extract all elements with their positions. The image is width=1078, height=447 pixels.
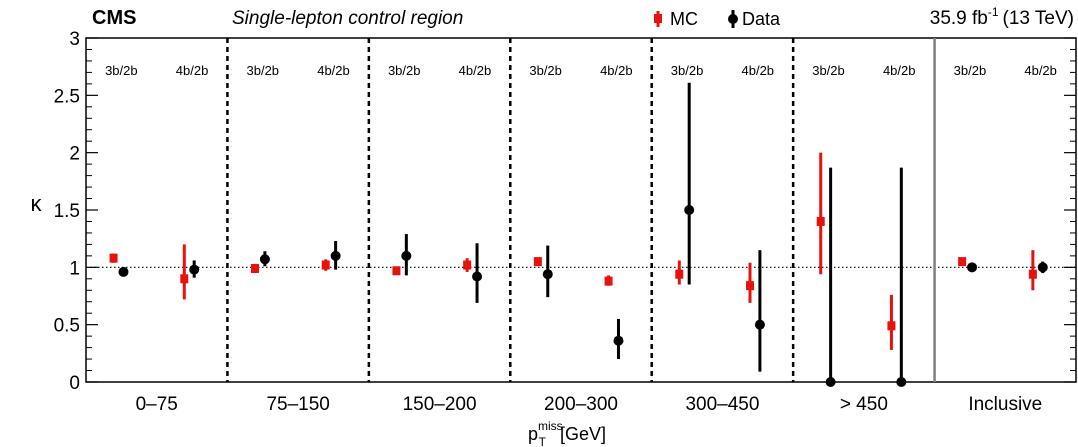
data-marker (401, 250, 412, 261)
x-category-label: 0–75 (136, 394, 178, 415)
legend-data-label: Data (742, 9, 781, 29)
data-marker (118, 266, 129, 277)
subcategory-label: 3b/2b (105, 63, 138, 78)
legend-mc-label: MC (670, 9, 698, 29)
subcategory-label: 3b/2b (671, 63, 704, 78)
lumi-value: 35.9 fb (930, 8, 988, 29)
data-marker (259, 254, 270, 265)
subcategory-label: 3b/2b (388, 63, 421, 78)
data-marker (1037, 262, 1048, 273)
region-label: Single-lepton control region (232, 8, 463, 29)
experiment-label: CMS (92, 7, 136, 29)
data-marker (189, 264, 200, 275)
legend: MC Data (654, 9, 781, 29)
mc-marker (109, 253, 118, 263)
y-tick-label: 0.5 (54, 316, 80, 337)
x-category-label: Inclusive (968, 394, 1042, 415)
mc-marker (1028, 269, 1037, 279)
subcategory-label: 4b/2b (742, 63, 775, 78)
mc-marker (392, 266, 401, 276)
mc-marker (816, 216, 825, 226)
subcategory-label: 3b/2b (247, 63, 280, 78)
y-axis-title: κ (31, 191, 43, 216)
subcategory-label: 4b/2b (176, 63, 209, 78)
y-tick-label: 1 (69, 258, 80, 279)
mc-marker (958, 257, 967, 267)
mc-marker (887, 321, 896, 331)
y-tick-label: 1.5 (54, 201, 80, 222)
x-axis-title-sup: miss (538, 419, 563, 433)
subcategory-label: 3b/2b (954, 63, 987, 78)
x-axis-title-unit: [GeV] (560, 424, 606, 444)
lumi-label: 35.9 fb-1 (13 TeV) (930, 5, 1074, 29)
x-category-label: 150–200 (403, 394, 477, 415)
mc-marker (180, 274, 189, 284)
x-category-label: > 450 (840, 394, 888, 415)
subcategory-label: 4b/2b (1024, 63, 1057, 78)
x-axis-title-base: p (528, 424, 538, 444)
mc-marker (746, 281, 755, 291)
subcategory-label: 3b/2b (529, 63, 562, 78)
y-tick-label: 0 (69, 373, 80, 394)
mc-marker (321, 260, 330, 270)
data-marker (825, 377, 836, 387)
subcategory-label: 3b/2b (812, 63, 845, 78)
data-marker (472, 271, 483, 282)
plot-frame (85, 37, 1077, 383)
subcategory-label: 4b/2b (600, 63, 633, 78)
mc-marker (463, 260, 472, 270)
x-category-label: 75–150 (266, 394, 329, 415)
legend-mc-marker (654, 14, 662, 23)
x-category-label: 300–450 (685, 394, 759, 415)
data-marker (330, 250, 341, 261)
y-tick-label: 2 (69, 144, 80, 165)
legend-data-marker (728, 14, 738, 24)
plot-area: 0 0.5 1 1.5 2 2.5 3 0–75 3b/2b 4b/2b 75–150 3b/2b 4b… (54, 29, 1077, 415)
mc-marker (533, 257, 542, 267)
data-marker (967, 262, 978, 273)
data-marker (613, 335, 624, 346)
y-tick-label: 2.5 (54, 86, 80, 107)
subcategory-label: 4b/2b (883, 63, 916, 78)
mc-marker (604, 276, 613, 286)
mc-marker (251, 263, 260, 273)
x-axis-title: pmiss T [GeV] (528, 419, 606, 447)
subcategory-label: 4b/2b (459, 63, 492, 78)
mc-marker (675, 269, 684, 279)
x-category-label: 200–300 (544, 394, 618, 415)
data-marker (684, 205, 695, 215)
subcategory-label: 4b/2b (317, 63, 350, 78)
lumi-exponent: -1 (988, 5, 999, 19)
data-marker (896, 377, 907, 387)
y-tick-label: 3 (69, 29, 80, 50)
data-marker (754, 319, 765, 330)
data-marker (542, 269, 553, 280)
energy-label: (13 TeV) (1003, 8, 1074, 29)
x-axis-title-sub: T (539, 435, 547, 447)
